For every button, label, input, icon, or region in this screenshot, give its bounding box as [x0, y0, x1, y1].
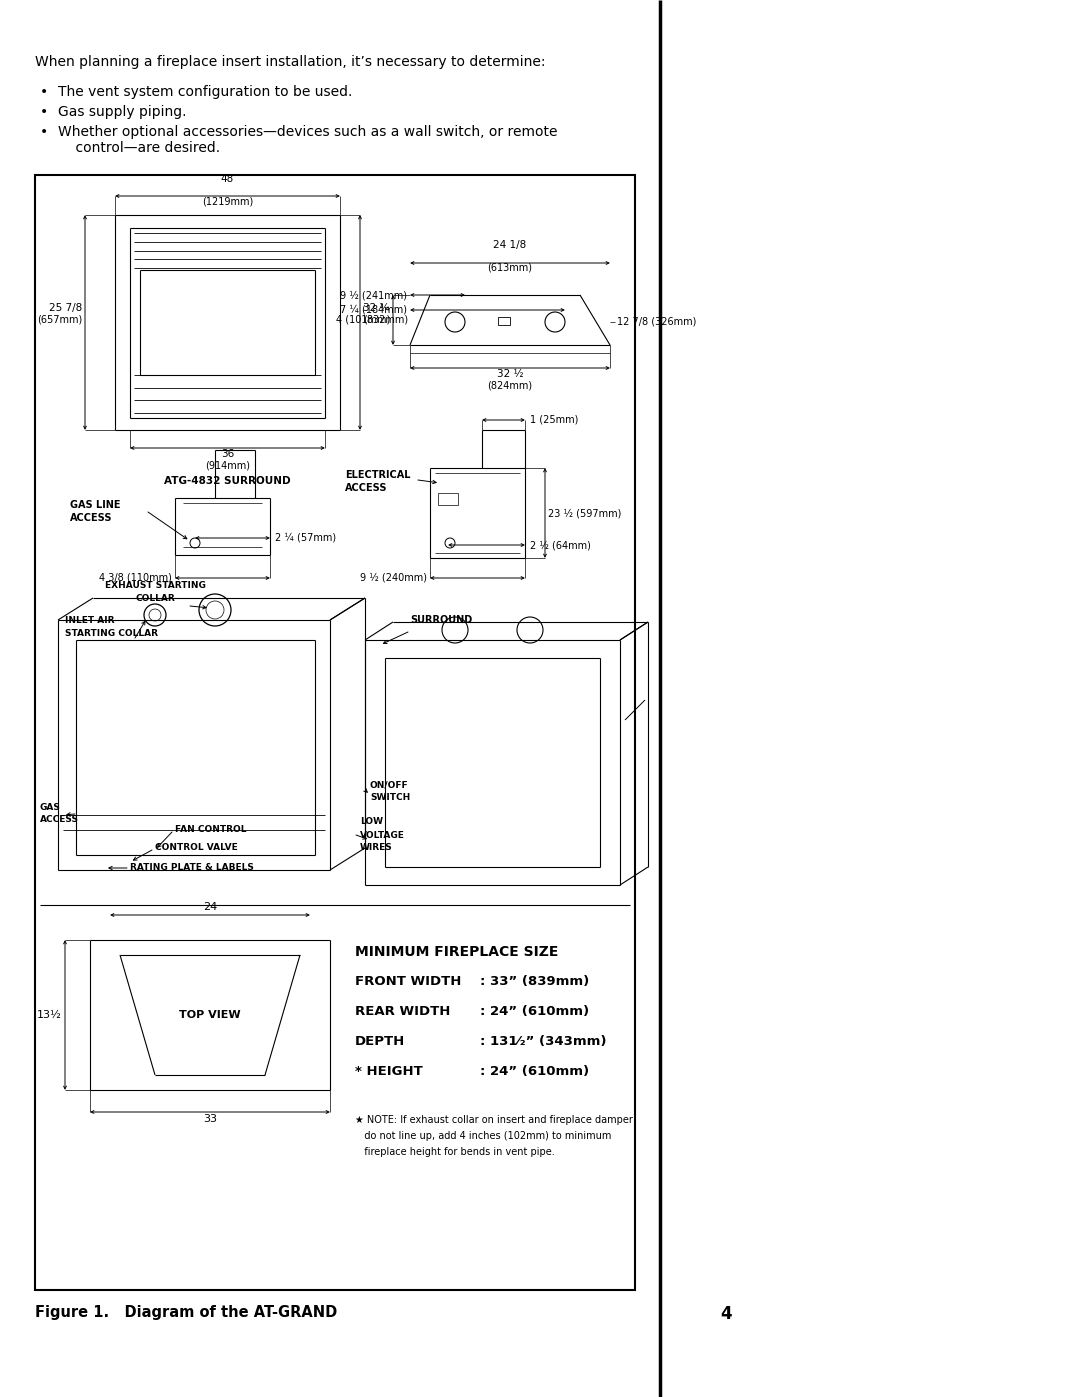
Text: ON/OFF: ON/OFF [370, 781, 408, 789]
Text: 23 ½ (597mm): 23 ½ (597mm) [548, 509, 621, 518]
Text: : 24” (610mm): : 24” (610mm) [480, 1065, 589, 1078]
Text: (1219mm): (1219mm) [202, 196, 253, 205]
Text: ACCESS: ACCESS [70, 513, 112, 522]
Text: 7 ¼ (184mm): 7 ¼ (184mm) [340, 305, 407, 314]
Text: 2 ¼ (57mm): 2 ¼ (57mm) [275, 534, 336, 543]
Text: 24 1/8: 24 1/8 [494, 240, 527, 250]
Text: * HEIGHT: * HEIGHT [355, 1065, 422, 1078]
Text: INLET AIR: INLET AIR [65, 616, 114, 624]
Text: Gas supply piping.: Gas supply piping. [58, 105, 187, 119]
Text: FRONT WIDTH: FRONT WIDTH [355, 975, 461, 988]
Text: 32 ½: 32 ½ [497, 369, 524, 379]
Text: WIRES: WIRES [360, 844, 393, 852]
Text: do not line up, add 4 inches (102mm) to minimum: do not line up, add 4 inches (102mm) to … [355, 1132, 611, 1141]
Text: 2 ½ (64mm): 2 ½ (64mm) [530, 541, 591, 550]
Text: •: • [40, 124, 49, 138]
Text: 32 ¾: 32 ¾ [363, 303, 390, 313]
Text: 33: 33 [203, 1113, 217, 1125]
Text: The vent system configuration to be used.: The vent system configuration to be used… [58, 85, 352, 99]
Bar [498, 317, 510, 326]
Text: Whether optional accessories—devices such as a wall switch, or remote
    contro: Whether optional accessories—devices suc… [58, 124, 557, 155]
Text: (657mm): (657mm) [37, 314, 82, 326]
Text: •: • [40, 105, 49, 119]
Text: SURROUND: SURROUND [410, 615, 472, 624]
Text: 36: 36 [221, 448, 234, 460]
Text: (914mm): (914mm) [205, 460, 249, 469]
Bar [35, 175, 635, 1289]
Text: LOW: LOW [360, 817, 383, 827]
Text: (613mm): (613mm) [487, 263, 532, 272]
Text: 12 7/8 (326mm): 12 7/8 (326mm) [617, 317, 697, 327]
Text: REAR WIDTH: REAR WIDTH [355, 1004, 450, 1018]
Text: 4: 4 [720, 1305, 731, 1323]
Text: SWITCH: SWITCH [370, 793, 410, 802]
Text: DEPTH: DEPTH [355, 1035, 405, 1048]
Text: 9 ½ (240mm): 9 ½ (240mm) [360, 573, 427, 583]
Text: ATG-4832 SURROUND: ATG-4832 SURROUND [164, 476, 291, 486]
Text: CONTROL VALVE: CONTROL VALVE [156, 844, 238, 852]
Text: •: • [40, 85, 49, 99]
Text: : 33” (839mm): : 33” (839mm) [480, 975, 590, 988]
Text: 9 ½ (241mm): 9 ½ (241mm) [340, 291, 407, 300]
Text: 48: 48 [221, 175, 234, 184]
Text: MINIMUM FIREPLACE SIZE: MINIMUM FIREPLACE SIZE [355, 944, 558, 958]
Text: ACCESS: ACCESS [40, 816, 79, 824]
Text: ELECTRICAL: ELECTRICAL [345, 469, 410, 481]
Text: : 24” (610mm): : 24” (610mm) [480, 1004, 589, 1018]
Text: COLLAR: COLLAR [135, 594, 175, 604]
Text: VOLTAGE: VOLTAGE [360, 830, 405, 840]
Text: 4 3/8 (110mm): 4 3/8 (110mm) [99, 573, 172, 583]
Text: TOP VIEW: TOP VIEW [179, 1010, 241, 1020]
Text: ★ NOTE: If exhaust collar on insert and fireplace damper: ★ NOTE: If exhaust collar on insert and … [355, 1115, 633, 1125]
Text: STARTING COLLAR: STARTING COLLAR [65, 629, 158, 638]
Text: 13½: 13½ [37, 1010, 62, 1020]
Text: EXHAUST STARTING: EXHAUST STARTING [105, 581, 205, 590]
Text: FAN CONTROL: FAN CONTROL [175, 826, 246, 834]
Text: (824mm): (824mm) [487, 381, 532, 391]
Text: GAS LINE: GAS LINE [70, 500, 121, 510]
Text: fireplace height for bends in vent pipe.: fireplace height for bends in vent pipe. [355, 1147, 555, 1157]
Text: : 131⁄₂” (343mm): : 131⁄₂” (343mm) [480, 1035, 607, 1048]
Bar [438, 493, 458, 504]
Text: ACCESS: ACCESS [345, 483, 388, 493]
Text: When planning a fireplace insert installation, it’s necessary to determine:: When planning a fireplace insert install… [35, 54, 545, 68]
Text: 25 7/8: 25 7/8 [49, 303, 82, 313]
Text: GAS: GAS [40, 803, 60, 813]
Text: RATING PLATE & LABELS: RATING PLATE & LABELS [130, 863, 254, 873]
Text: 1 (25mm): 1 (25mm) [530, 415, 579, 425]
Text: (832mm): (832mm) [363, 314, 408, 326]
Text: Figure 1.   Diagram of the AT-GRAND: Figure 1. Diagram of the AT-GRAND [35, 1305, 337, 1320]
Text: 4 (101mm): 4 (101mm) [336, 314, 390, 326]
Text: 24: 24 [203, 902, 217, 912]
